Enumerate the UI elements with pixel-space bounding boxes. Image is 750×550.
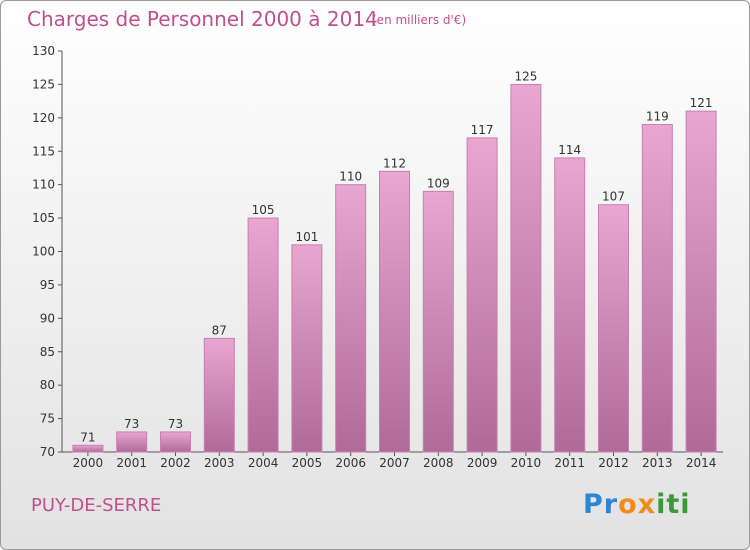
proxiti-logo: Proxiti (583, 489, 691, 520)
data-label-2002: 73 (168, 417, 183, 431)
place-name: PUY-DE-SERRE (31, 495, 162, 516)
x-axis: 2000 2001 2002 2003 2004 2005 2006 2007 2008 2009… (62, 451, 723, 470)
bars (72, 83, 717, 453)
x-tick-label-2005: 2005 (292, 456, 323, 470)
bar-2014 (685, 110, 717, 453)
bar-2007 (379, 170, 410, 453)
data-label-2001: 73 (124, 417, 139, 431)
x-tick-label-2008: 2008 (423, 456, 454, 470)
bar-2009 (466, 137, 498, 453)
bar-2005 (291, 244, 323, 453)
x-tick-label-2003: 2003 (204, 456, 235, 470)
x-tick-label-2007: 2007 (379, 456, 410, 470)
y-tick-label: 115 (32, 144, 55, 158)
bar-2012 (598, 204, 629, 453)
bar-2001 (116, 431, 148, 453)
data-label-2004: 105 (252, 203, 275, 217)
y-tick-label: 90 (40, 311, 55, 325)
bar-2003 (203, 337, 235, 453)
bar-2002 (160, 431, 191, 453)
bar-2008 (422, 190, 454, 453)
data-label-2010: 125 (514, 69, 537, 83)
x-tick-label-2013: 2013 (642, 456, 673, 470)
x-tick-label-2001: 2001 (116, 456, 147, 470)
y-tick-label: 95 (40, 278, 55, 292)
data-labels: 71 73 73 87 105 101 110 112 109 117 125 114 107 119 12… (80, 69, 712, 444)
y-tick-label: 85 (40, 345, 55, 359)
x-tick-label-2000: 2000 (73, 456, 104, 470)
chart-subtitle: (en milliers d'€) (372, 13, 467, 27)
logo-text: Proxiti (583, 489, 691, 520)
y-tick-label: 80 (40, 378, 55, 392)
data-label-2013: 119 (646, 110, 669, 124)
data-label-2000: 71 (80, 430, 95, 444)
data-label-2008: 109 (427, 176, 450, 190)
bar-2011 (554, 157, 586, 453)
data-label-2011: 114 (558, 143, 581, 157)
data-label-2012: 107 (602, 190, 625, 204)
bar-2013 (641, 124, 673, 453)
y-tick-label: 125 (32, 77, 55, 91)
y-tick-label: 105 (32, 211, 55, 225)
y-tick-label: 110 (32, 178, 55, 192)
data-label-2009: 117 (471, 123, 494, 137)
y-tick-label: 120 (32, 111, 55, 125)
x-tick-label-2006: 2006 (335, 456, 366, 470)
data-label-2005: 101 (295, 230, 318, 244)
bar-2004 (247, 217, 279, 453)
data-label-2014: 121 (690, 96, 713, 110)
bar-2000 (72, 444, 104, 453)
x-tick-label-2002: 2002 (160, 456, 191, 470)
y-tick-label: 75 (40, 412, 55, 426)
y-axis: 70 75 80 85 90 95 100 105 110 115 120 125 130 (32, 44, 63, 459)
chart-title: Charges de Personnel 2000 à 2014 (27, 7, 378, 31)
y-tick-label: 70 (40, 445, 55, 459)
bar-2010 (510, 83, 542, 453)
y-tick-label: 130 (32, 44, 55, 58)
data-label-2003: 87 (212, 323, 227, 337)
x-tick-label-2011: 2011 (554, 456, 585, 470)
data-label-2007: 112 (383, 156, 406, 170)
bar-2006 (335, 184, 367, 453)
x-tick-label-2009: 2009 (467, 456, 498, 470)
data-label-2006: 110 (339, 170, 362, 184)
x-tick-label-2004: 2004 (248, 456, 279, 470)
x-tick-label-2010: 2010 (511, 456, 542, 470)
y-tick-label: 100 (32, 245, 55, 259)
x-tick-label-2012: 2012 (598, 456, 629, 470)
x-tick-label-2014: 2014 (686, 456, 717, 470)
